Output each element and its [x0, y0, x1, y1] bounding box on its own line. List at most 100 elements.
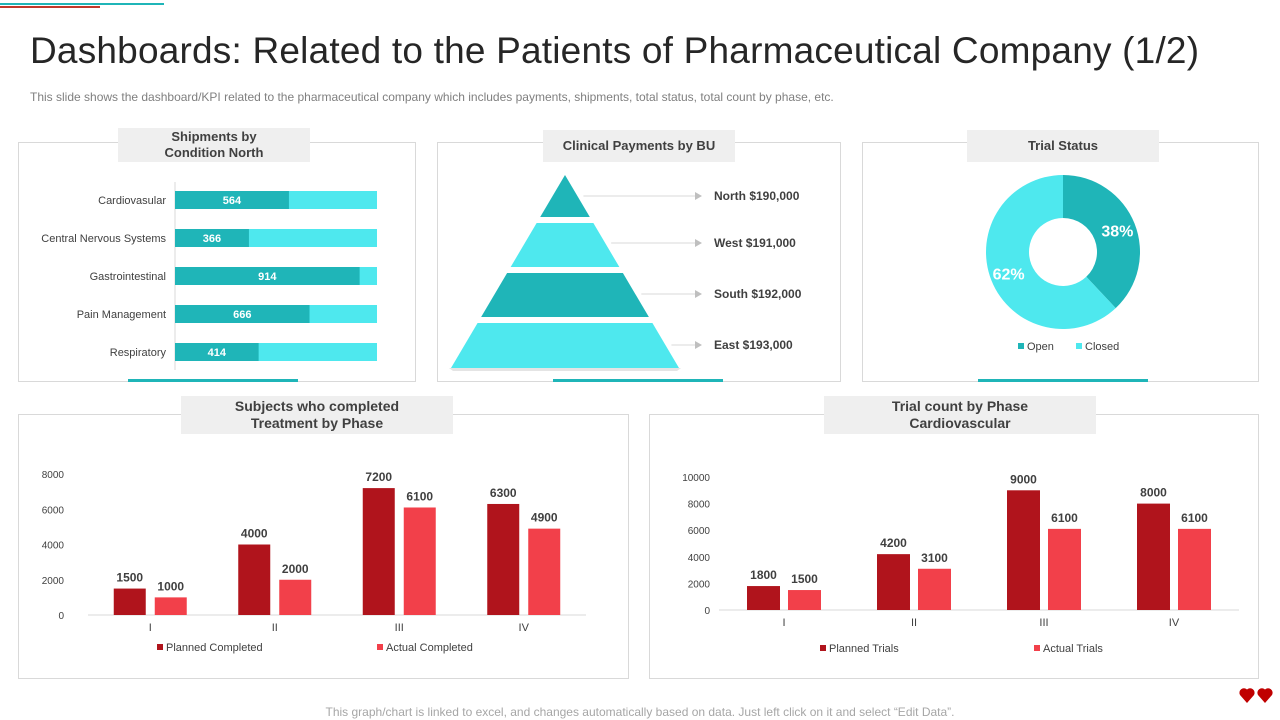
x-tick-label: IV [1169, 617, 1180, 629]
column-bar[interactable] [487, 503, 520, 615]
column-value-label: 6100 [1051, 511, 1078, 525]
pyramid-label: East $193,000 [714, 338, 793, 352]
column-value-label: 4200 [880, 536, 907, 550]
top-accent-teal [0, 3, 164, 5]
y-tick-label: 0 [704, 606, 710, 617]
legend-swatch [1018, 343, 1024, 349]
column-value-label: 6100 [1181, 511, 1208, 525]
donut-slice[interactable] [986, 175, 1116, 329]
column-value-label: 6300 [490, 486, 517, 500]
donut-slice[interactable] [1063, 175, 1140, 309]
subjects-panel [18, 414, 629, 679]
shipments-category-label: Cardiovasular [98, 195, 166, 207]
pyramid-segment[interactable] [451, 323, 679, 368]
footer-note: This graph/chart is linked to excel, and… [325, 705, 955, 719]
subjects-chart[interactable]: 0 2000 4000 6000 8000 1500 1000 I 4000 2000 II 7200… [18, 440, 629, 675]
column-bar[interactable] [528, 528, 561, 615]
donut-slice-label: 62% [993, 267, 1025, 284]
shipments-bar[interactable] [175, 343, 259, 361]
shipments-bar-value: 666 [233, 309, 251, 321]
column-bar[interactable] [918, 568, 951, 610]
y-tick-label: 2000 [688, 579, 711, 590]
page-title: Dashboards: Related to the Patients of P… [30, 30, 1200, 71]
column-bar[interactable] [238, 544, 271, 616]
y-tick-label: 2000 [42, 576, 65, 587]
x-tick-label: III [395, 622, 404, 634]
column-value-label: 1500 [791, 572, 818, 586]
trials-chart[interactable]: 0 2000 4000 6000 8000 10000 1800 1500 I 4200 3100 I… [649, 440, 1259, 675]
legend-label: Open [1027, 341, 1054, 353]
y-tick-label: 10000 [682, 473, 710, 484]
x-tick-label: II [911, 617, 917, 629]
shipments-panel-accent [128, 379, 298, 382]
column-bar[interactable] [362, 488, 395, 615]
pyramid-segment[interactable] [540, 175, 590, 217]
column-bar[interactable] [279, 579, 312, 615]
subjects-chart-title: Subjects who completed Treatment by Phas… [181, 396, 453, 434]
x-tick-label: III [1039, 617, 1048, 629]
x-tick-label: II [272, 622, 278, 634]
column-value-label: 1800 [750, 568, 777, 582]
column-value-label: 2000 [282, 562, 309, 576]
x-tick-label: IV [519, 622, 530, 634]
arrow-right-icon [695, 341, 702, 349]
column-value-label: 9000 [1010, 472, 1037, 486]
column-value-label: 6100 [406, 489, 433, 503]
arrow-right-icon [695, 192, 702, 200]
shipments-chart[interactable]: Cardiovasular 564 Central Nervous Systems 3… [18, 170, 416, 380]
column-bar[interactable] [747, 586, 780, 610]
pyramid-segment[interactable] [481, 273, 649, 317]
y-tick-label: 8000 [688, 500, 711, 511]
column-value-label: 1500 [116, 571, 143, 585]
legend-label: Actual Completed [386, 642, 473, 654]
column-bar[interactable] [154, 597, 187, 615]
shipments-bar[interactable] [175, 305, 310, 323]
x-tick-label: I [149, 622, 152, 634]
shipments-bar[interactable] [175, 267, 360, 285]
arrow-right-icon [695, 290, 702, 298]
column-bar[interactable] [1007, 490, 1040, 610]
payments-panel-accent [553, 379, 723, 382]
legend-swatch [1076, 343, 1082, 349]
column-bar[interactable] [1048, 528, 1081, 610]
y-tick-label: 4000 [688, 553, 711, 564]
column-bar[interactable] [403, 507, 436, 615]
column-bar[interactable] [113, 588, 146, 615]
legend-label: Planned Completed [166, 642, 263, 654]
legend-swatch [820, 645, 826, 651]
column-bar[interactable] [1137, 503, 1170, 610]
y-tick-label: 8000 [42, 470, 65, 481]
payments-chart-title: Clinical Payments by BU [543, 130, 735, 162]
shipments-category-label: Pain Management [77, 309, 166, 321]
shipments-category-label: Gastrointestinal [90, 271, 166, 283]
y-tick-label: 4000 [42, 541, 65, 552]
shipments-bar-value: 914 [258, 271, 277, 283]
pyramid-label: South $192,000 [714, 287, 802, 301]
donut-slice-label: 38% [1101, 223, 1133, 240]
legend-label: Planned Trials [829, 643, 899, 655]
trials-chart-title: Trial count by Phase Cardiovascular [824, 396, 1096, 434]
trial-status-chart[interactable]: 38% 62% Open Closed [862, 165, 1259, 380]
shipments-bar[interactable] [175, 229, 249, 247]
legend-swatch [377, 644, 383, 650]
column-bar[interactable] [877, 554, 910, 610]
x-tick-label: I [782, 617, 785, 629]
column-value-label: 4000 [241, 527, 268, 541]
pyramid-segment[interactable] [510, 223, 620, 267]
legend-label: Actual Trials [1043, 643, 1103, 655]
y-tick-label: 0 [58, 611, 64, 622]
legend-swatch [157, 644, 163, 650]
page-subtitle: This slide shows the dashboard/KPI relat… [30, 90, 834, 104]
payments-chart[interactable]: North $190,000 West $191,000 South $192,00… [437, 165, 841, 380]
column-value-label: 3100 [921, 551, 948, 565]
pyramid-label: West $191,000 [714, 236, 796, 250]
top-accent-red [0, 6, 100, 8]
arrow-right-icon [695, 239, 702, 247]
column-bar[interactable] [788, 590, 821, 610]
column-bar[interactable] [1178, 528, 1211, 610]
column-value-label: 7200 [365, 470, 392, 484]
y-tick-label: 6000 [42, 505, 65, 516]
shipments-category-label: Central Nervous Systems [41, 233, 166, 245]
legend-label: Closed [1085, 341, 1119, 353]
shipments-bar[interactable] [175, 191, 289, 209]
